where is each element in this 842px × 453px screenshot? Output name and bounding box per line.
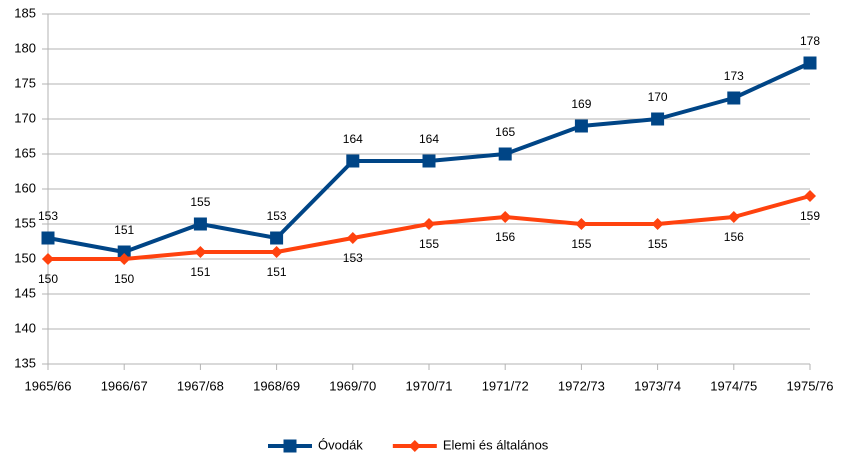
data-label: 155 xyxy=(419,237,439,251)
x-tick-label: 1970/71 xyxy=(406,378,453,393)
data-label: 165 xyxy=(495,125,515,139)
data-label: 153 xyxy=(343,251,363,265)
x-tick-label: 1967/68 xyxy=(177,378,224,393)
x-tick-label: 1968/69 xyxy=(253,378,300,393)
data-label: 164 xyxy=(343,132,363,146)
point xyxy=(498,147,512,161)
data-label: 169 xyxy=(571,97,591,111)
point xyxy=(727,91,741,105)
data-label: 150 xyxy=(114,272,134,286)
data-label: 164 xyxy=(419,132,439,146)
legend-label: Óvodák xyxy=(318,437,363,452)
legend-marker xyxy=(283,439,297,453)
data-label: 155 xyxy=(190,195,210,209)
data-label: 151 xyxy=(190,265,210,279)
data-label: 155 xyxy=(648,237,668,251)
y-tick-label: 160 xyxy=(14,180,36,195)
point xyxy=(575,218,588,230)
data-label: 173 xyxy=(724,69,744,83)
x-tick-label: 1965/66 xyxy=(25,378,72,393)
y-tick-label: 180 xyxy=(14,40,36,55)
legend-label: Elemi és általános xyxy=(443,437,549,452)
point xyxy=(499,211,512,223)
point xyxy=(574,119,588,133)
point xyxy=(804,190,816,202)
data-label: 155 xyxy=(571,237,591,251)
x-tick-label: 1969/70 xyxy=(329,378,376,393)
point xyxy=(117,245,131,259)
x-tick-label: 1974/75 xyxy=(710,378,757,393)
y-tick-label: 165 xyxy=(14,145,36,160)
data-label: 151 xyxy=(267,265,287,279)
y-tick-label: 145 xyxy=(14,285,36,300)
y-tick-label: 170 xyxy=(14,110,36,125)
y-tick-label: 155 xyxy=(14,215,36,230)
legend-marker xyxy=(408,440,421,452)
data-label: 178 xyxy=(800,34,820,48)
data-label: 153 xyxy=(267,209,287,223)
point xyxy=(651,218,664,230)
point xyxy=(346,232,359,244)
data-label: 150 xyxy=(38,272,58,286)
y-tick-label: 185 xyxy=(14,5,36,20)
x-tick-label: 1971/72 xyxy=(482,378,529,393)
point xyxy=(42,253,54,265)
data-label: 151 xyxy=(114,223,134,237)
point xyxy=(41,231,55,245)
point xyxy=(270,231,284,245)
x-tick-label: 1973/74 xyxy=(634,378,681,393)
data-label: 170 xyxy=(648,90,668,104)
data-label: 156 xyxy=(724,230,744,244)
y-tick-label: 175 xyxy=(14,75,36,90)
point xyxy=(270,246,283,258)
y-tick-label: 150 xyxy=(14,250,36,265)
point xyxy=(193,217,207,231)
point xyxy=(422,154,436,168)
point xyxy=(803,56,817,70)
point xyxy=(651,112,665,126)
point xyxy=(118,253,131,265)
data-label: 159 xyxy=(800,209,820,223)
y-tick-label: 135 xyxy=(14,355,36,370)
point xyxy=(423,218,435,230)
data-label: 153 xyxy=(38,209,58,223)
x-tick-label: 1966/67 xyxy=(101,378,148,393)
point xyxy=(346,154,360,168)
x-tick-label: 1975/76 xyxy=(787,378,834,393)
point xyxy=(194,246,207,258)
x-tick-label: 1972/73 xyxy=(558,378,605,393)
y-tick-label: 140 xyxy=(14,320,36,335)
point xyxy=(727,211,740,223)
data-label: 156 xyxy=(495,230,515,244)
